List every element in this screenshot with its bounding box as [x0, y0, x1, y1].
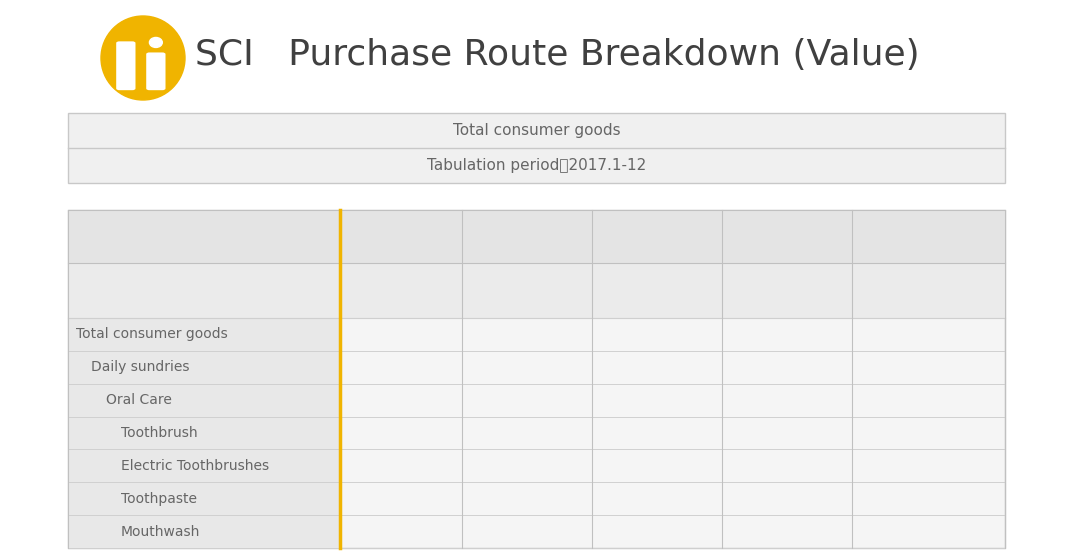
Text: Daily sundries: Daily sundries	[91, 360, 190, 374]
Text: Value %: Value %	[500, 284, 555, 297]
Text: Supermarkets: Supermarkets	[538, 229, 645, 244]
Text: Tabulation period：2017.1-12: Tabulation period：2017.1-12	[427, 158, 646, 173]
Text: Toothbrush: Toothbrush	[121, 426, 197, 440]
Text: Value %: Value %	[759, 284, 815, 297]
Text: Toothpaste: Toothpaste	[121, 492, 197, 506]
Text: Mouthwash: Mouthwash	[121, 524, 200, 538]
Text: Oral Care: Oral Care	[106, 393, 172, 407]
Text: Total consumer goods: Total consumer goods	[452, 123, 621, 138]
Text: Electric Toothbrushes: Electric Toothbrushes	[121, 459, 269, 473]
Text: SCI   Purchase Route Breakdown (Value): SCI Purchase Route Breakdown (Value)	[195, 38, 920, 72]
Text: Year-on-year
difference: Year-on-year difference	[613, 275, 700, 306]
Text: Value %: Value %	[373, 284, 429, 297]
Text: Total: Total	[383, 229, 419, 244]
Text: Total consumer goods: Total consumer goods	[76, 327, 227, 341]
Text: Convenience stores: Convenience stores	[788, 229, 939, 244]
Text: Year-on-year
difference: Year-on-year difference	[885, 275, 972, 306]
